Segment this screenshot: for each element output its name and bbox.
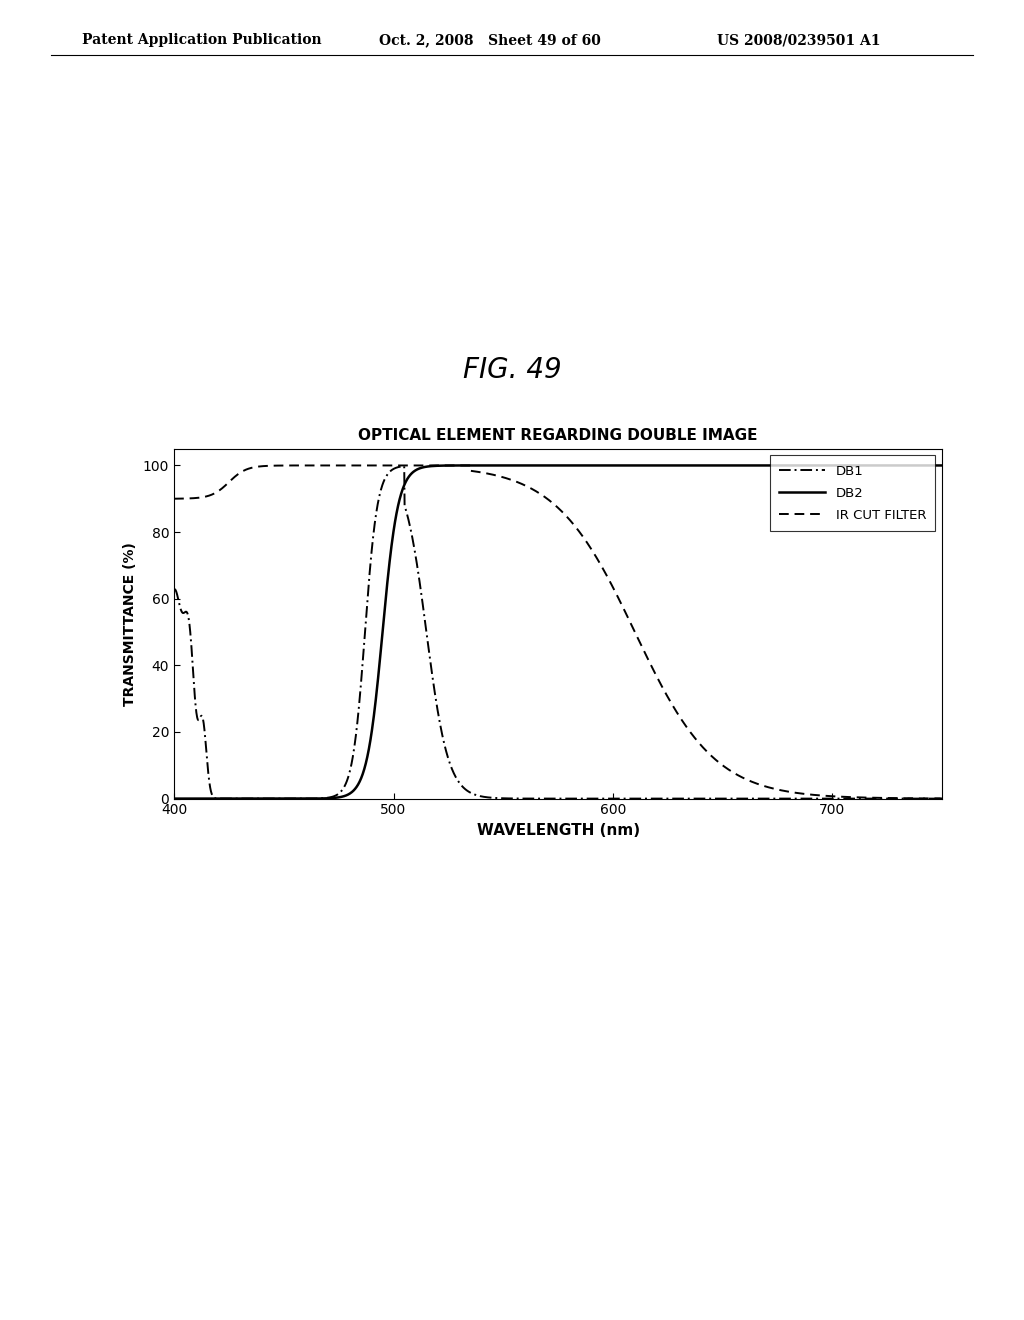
Text: Oct. 2, 2008   Sheet 49 of 60: Oct. 2, 2008 Sheet 49 of 60 <box>379 33 601 48</box>
DB2 <box>168 791 180 807</box>
DB1 <box>522 791 535 807</box>
X-axis label: WAVELENGTH (nm): WAVELENGTH (nm) <box>476 822 640 838</box>
IR CUT FILTER <box>521 479 534 495</box>
DB1 <box>207 789 219 805</box>
DB1 <box>914 791 927 807</box>
DB2 <box>914 458 927 474</box>
IR CUT FILTER <box>773 781 785 797</box>
DB1 <box>398 458 411 474</box>
Title: OPTICAL ELEMENT REGARDING DOUBLE IMAGE: OPTICAL ELEMENT REGARDING DOUBLE IMAGE <box>358 429 758 444</box>
IR CUT FILTER <box>914 791 927 807</box>
IR CUT FILTER <box>913 791 926 807</box>
IR CUT FILTER <box>936 791 948 807</box>
DB2 <box>913 458 926 474</box>
Text: Patent Application Publication: Patent Application Publication <box>82 33 322 48</box>
Legend: DB1, DB2, IR CUT FILTER: DB1, DB2, IR CUT FILTER <box>770 455 936 532</box>
IR CUT FILTER <box>168 491 180 507</box>
DB1 <box>216 791 228 807</box>
DB1 <box>168 582 180 598</box>
Line: DB1: DB1 <box>174 466 942 799</box>
Line: IR CUT FILTER: IR CUT FILTER <box>174 466 942 799</box>
DB1 <box>914 791 927 807</box>
IR CUT FILTER <box>207 486 219 502</box>
Y-axis label: TRANSMITTANCE (%): TRANSMITTANCE (%) <box>123 541 137 706</box>
DB2 <box>665 458 677 474</box>
Text: FIG. 49: FIG. 49 <box>463 355 561 384</box>
Line: DB2: DB2 <box>174 466 942 799</box>
DB1 <box>773 791 785 807</box>
DB2 <box>773 458 785 474</box>
IR CUT FILTER <box>542 491 554 507</box>
DB2 <box>207 791 219 807</box>
DB2 <box>521 458 534 474</box>
DB1 <box>542 791 554 807</box>
DB2 <box>936 458 948 474</box>
Text: US 2008/0239501 A1: US 2008/0239501 A1 <box>717 33 881 48</box>
DB2 <box>542 458 554 474</box>
IR CUT FILTER <box>278 458 290 474</box>
DB1 <box>936 791 948 807</box>
